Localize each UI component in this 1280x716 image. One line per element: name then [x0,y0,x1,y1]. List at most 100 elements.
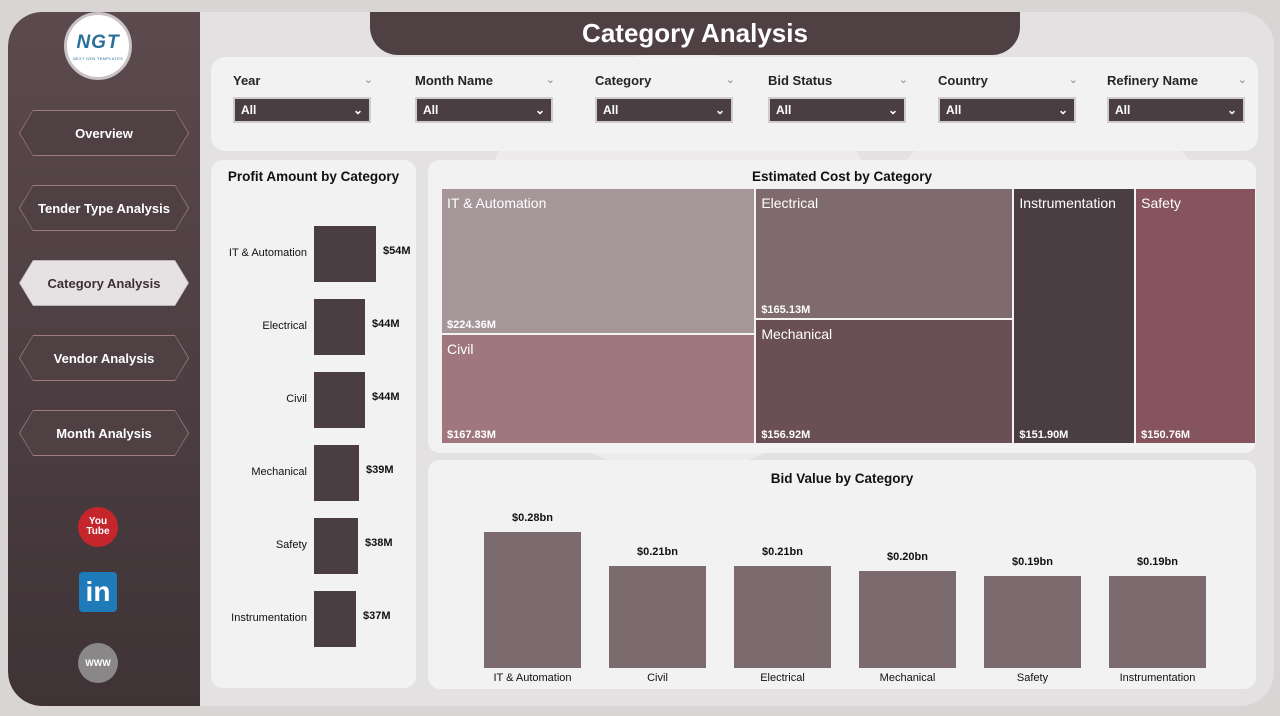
chevron-down-icon[interactable]: ⌄ [1068,74,1078,86]
profit-chart-title: Profit Amount by Category [227,169,400,184]
chevron-down-icon[interactable]: ⌄ [898,74,908,86]
nav-button-label: Vendor Analysis [20,336,188,380]
bid-bar-civil[interactable] [609,566,706,668]
cost-treemap-title: Estimated Cost by Category [751,169,933,184]
filter-label: Year [233,73,261,88]
bid-bar-electrical[interactable] [734,566,831,668]
cost-treemap-card: Estimated Cost by Category IT & Automati… [428,160,1256,453]
filter-month-name: Month Name ⌄ All ⌄ [415,73,555,123]
filter-select[interactable]: All ⌄ [1107,97,1245,123]
filter-label: Category [595,73,652,88]
treemap-cell-value: $165.13M [761,304,811,317]
treemap-cell-safety[interactable]: Safety $150.76M [1136,189,1255,443]
treemap-cell-civil[interactable]: Civil $167.83M [442,335,755,443]
logo-subtitle: NEXT GEN TEMPLATES [72,55,124,61]
filter-value: All [776,103,792,117]
nav-button-month-analysis[interactable]: Month Analysis [19,410,189,456]
profit-category-label: IT & Automation [228,247,307,259]
profit-value-label: $44M [372,318,400,330]
youtube-label: You Tube [86,516,110,537]
profit-bar-mechanical[interactable] [314,445,359,501]
bid-value-label: $0.21bn [637,546,678,558]
filter-bar: Year ⌄ All ⌄ Month Name ⌄ All ⌄ Category ⌄ All ⌄ Bid… [211,57,1258,151]
treemap-cell-electrical[interactable]: Electrical $165.13M [756,189,1013,319]
profit-bar-electrical[interactable] [314,299,365,355]
treemap-cell-value: $150.76M [1141,429,1191,441]
profit-chart-card: Profit Amount by Category IT & Automatio… [211,160,416,688]
dropdown-arrow-icon: ⌄ [352,103,363,117]
filter-value: All [946,103,962,117]
nav-button-label: Overview [20,111,188,155]
bid-bar-mechanical[interactable] [859,571,956,668]
nav-button-category-analysis[interactable]: Category Analysis [19,260,189,306]
dashboard-canvas: NGT NEXT GEN TEMPLATES Overview Tender Ty… [8,12,1274,706]
profit-category-label: Safety [275,539,307,551]
profit-value-label: $44M [372,391,400,403]
filter-value: All [1115,103,1131,117]
chevron-down-icon[interactable]: ⌄ [1237,74,1247,86]
filter-label: Bid Status [768,73,833,88]
page-title-bar: Category Analysis [370,12,1020,55]
profit-value-label: $37M [363,610,391,622]
treemap-cell-value: $151.90M [1019,429,1069,441]
profit-category-label: Mechanical [251,466,307,478]
bid-category-label: Safety [1016,672,1049,684]
treemap-cell-value: $224.36M [447,319,496,332]
profit-value-label: $38M [365,537,393,549]
nav-button-tender-type-analysis[interactable]: Tender Type Analysis [19,185,189,231]
filter-label: Refinery Name [1107,73,1199,88]
profit-bar-it-automation[interactable] [314,226,376,282]
treemap-cell-it-automation[interactable]: IT & Automation $224.36M [442,189,755,334]
profit-bar-safety[interactable] [314,518,358,574]
profit-bar-civil[interactable] [314,372,365,428]
filter-value: All [241,103,257,117]
bid-chart-card: Bid Value by Category $0.28bn IT & Automa… [428,460,1256,689]
chevron-down-icon[interactable]: ⌄ [545,74,555,86]
filter-select[interactable]: All ⌄ [938,97,1076,123]
profit-category-label: Instrumentation [231,612,307,624]
nav-button-overview[interactable]: Overview [19,110,189,156]
bid-category-label: Electrical [760,672,805,684]
bid-value-label: $0.28bn [512,512,553,524]
filter-value: All [423,103,439,117]
linkedin-label: in [85,576,111,607]
filter-select[interactable]: All ⌄ [233,97,371,123]
profit-bar-instrumentation[interactable] [314,591,356,647]
bid-value-label: $0.19bn [1012,556,1053,568]
chevron-down-icon[interactable]: ⌄ [725,74,735,86]
filter-select[interactable]: All ⌄ [595,97,733,123]
filter-label: Month Name [415,73,493,88]
dropdown-arrow-icon: ⌄ [534,103,545,117]
bid-bar-it-automation[interactable] [484,532,581,668]
chevron-down-icon[interactable]: ⌄ [363,74,373,86]
profit-category-label: Electrical [262,320,307,332]
globe-icon[interactable]: WWW [78,643,118,683]
nav-button-label: Month Analysis [20,411,188,455]
bid-bar-instrumentation[interactable] [1109,576,1206,668]
linkedin-icon[interactable]: in [79,572,117,612]
page-title: Category Analysis [582,18,808,48]
bid-category-label: Mechanical [879,672,936,684]
bid-chart-title: Bid Value by Category [770,471,914,486]
web-label: WWW [85,658,111,668]
treemap-cell-value: $156.92M [761,428,811,441]
filter-select[interactable]: All ⌄ [415,97,553,123]
bid-category-label: IT & Automation [493,672,572,684]
treemap-cell-mechanical[interactable]: Mechanical $156.92M [756,320,1013,443]
treemap-cell-name: Electrical [761,195,819,211]
filter-value: All [603,103,619,117]
filter-refinery-name: Refinery Name ⌄ All ⌄ [1107,73,1247,123]
filter-select[interactable]: All ⌄ [768,97,906,123]
nav-button-vendor-analysis[interactable]: Vendor Analysis [19,335,189,381]
profit-category-label: Civil [286,393,307,405]
sidebar: NGT NEXT GEN TEMPLATES Overview Tender Ty… [8,12,200,706]
dropdown-arrow-icon: ⌄ [1226,103,1237,117]
treemap-cell-name: Civil [447,341,474,358]
profit-value-label: $54M [383,245,411,257]
logo-mark: NGT [76,31,120,53]
bid-bar-safety[interactable] [984,576,1081,668]
dropdown-arrow-icon: ⌄ [887,103,898,117]
treemap-cell-instrumentation[interactable]: Instrumentation $151.90M [1014,189,1135,443]
treemap-cell-name: Instrumentation [1019,195,1116,211]
youtube-icon[interactable]: You Tube [78,507,118,547]
